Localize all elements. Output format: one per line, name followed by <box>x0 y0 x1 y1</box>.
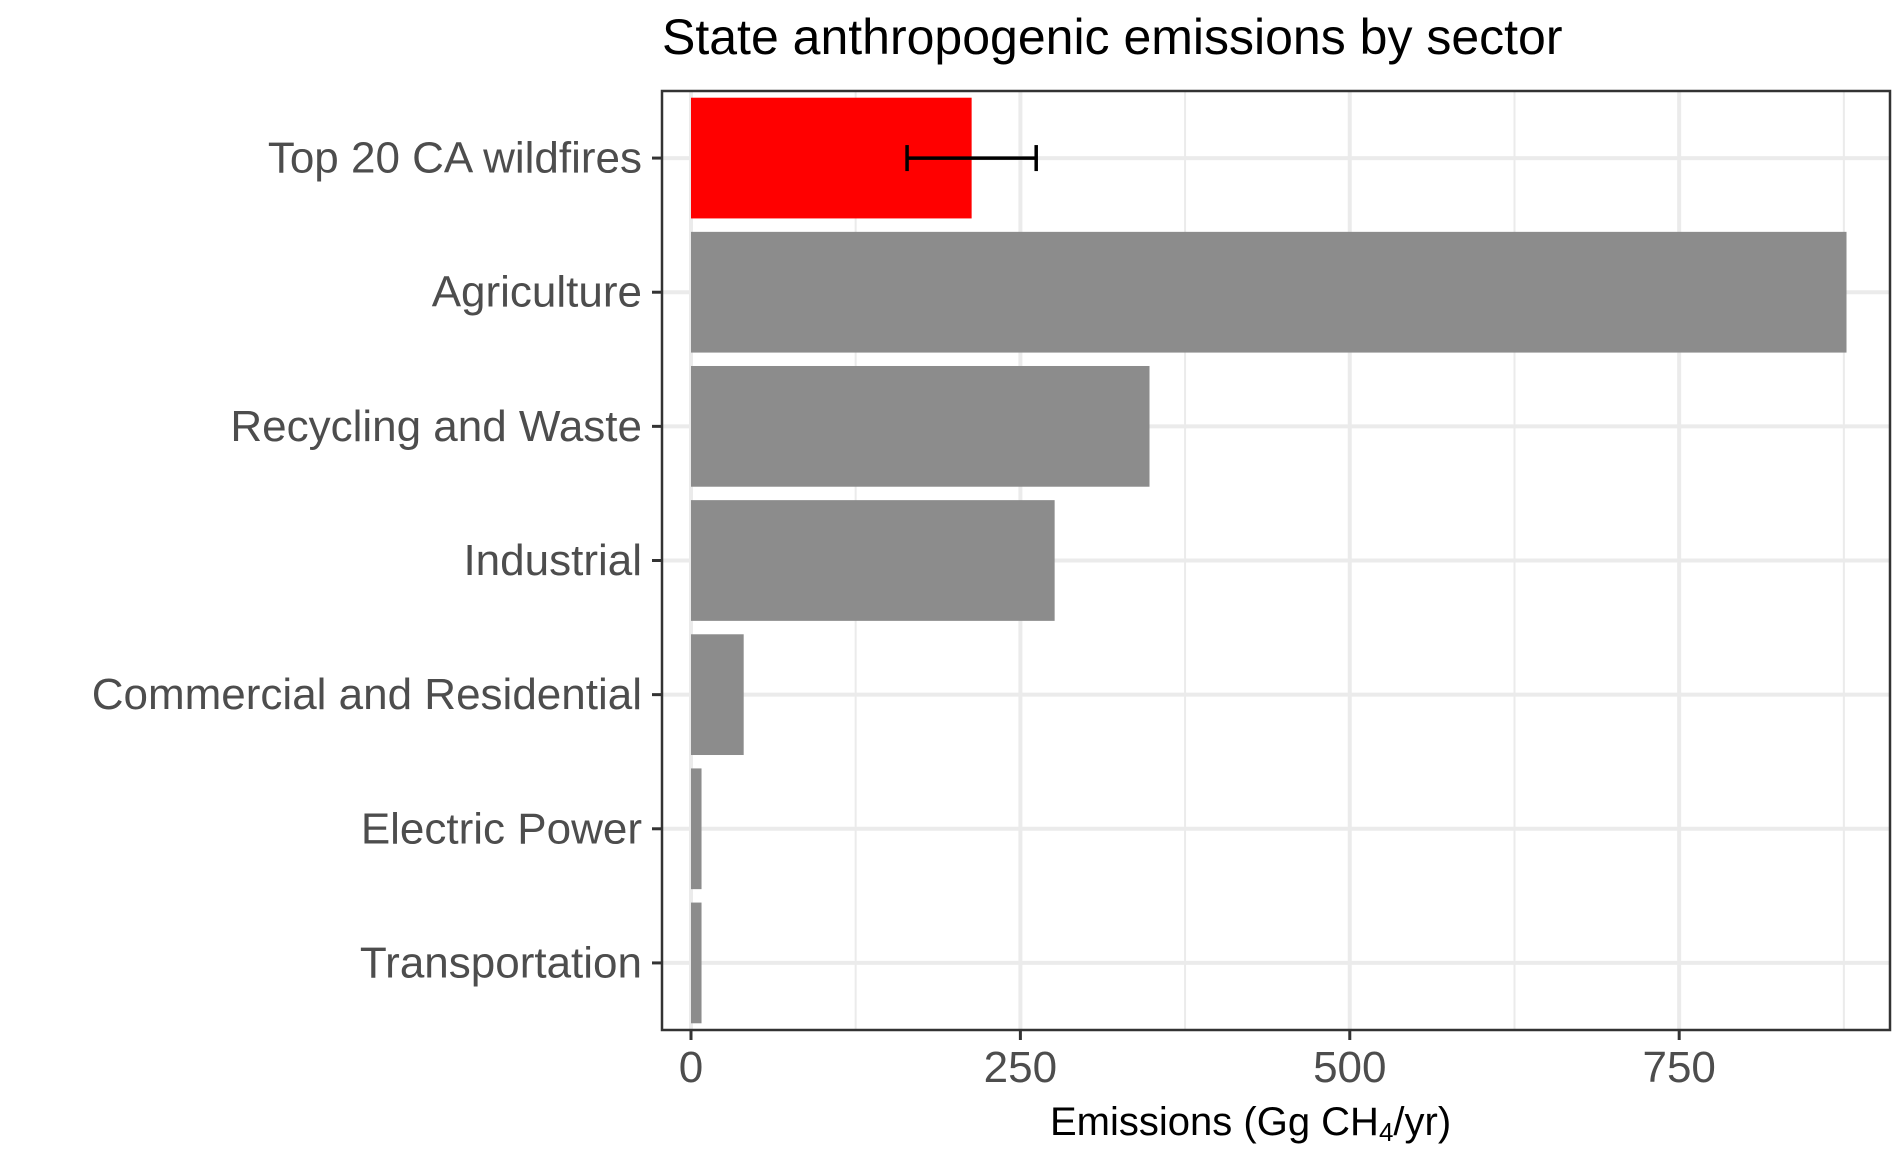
bar <box>690 634 744 756</box>
y-tick-label: Electric Power <box>361 804 642 853</box>
x-axis-label-prefix: Emissions (Gg CH <box>1050 1100 1379 1144</box>
y-tick-label: Industrial <box>463 536 642 585</box>
y-tick-label: Transportation <box>360 938 642 987</box>
bar <box>690 231 1847 353</box>
bar <box>690 365 1150 487</box>
chart-title: State anthropogenic emissions by sector <box>662 9 1563 65</box>
y-tick-label: Top 20 CA wildfires <box>268 134 642 183</box>
x-axis-label-subscript: 4 <box>1378 1117 1394 1147</box>
x-axis-label: Emissions (Gg CH4/yr) <box>1050 1100 1451 1148</box>
x-tick-label: 250 <box>984 1043 1057 1092</box>
bar <box>690 902 702 1024</box>
y-tick-label: Commercial and Residential <box>92 670 642 719</box>
bar <box>690 768 702 890</box>
bar <box>690 500 1055 621</box>
x-axis-label-suffix: /yr) <box>1393 1100 1452 1144</box>
y-tick-label: Recycling and Waste <box>230 402 642 451</box>
x-tick-label: 500 <box>1313 1043 1386 1092</box>
x-tick-label: 0 <box>679 1043 703 1092</box>
x-tick-label: 750 <box>1642 1043 1715 1092</box>
y-tick-label: Agriculture <box>432 268 642 317</box>
